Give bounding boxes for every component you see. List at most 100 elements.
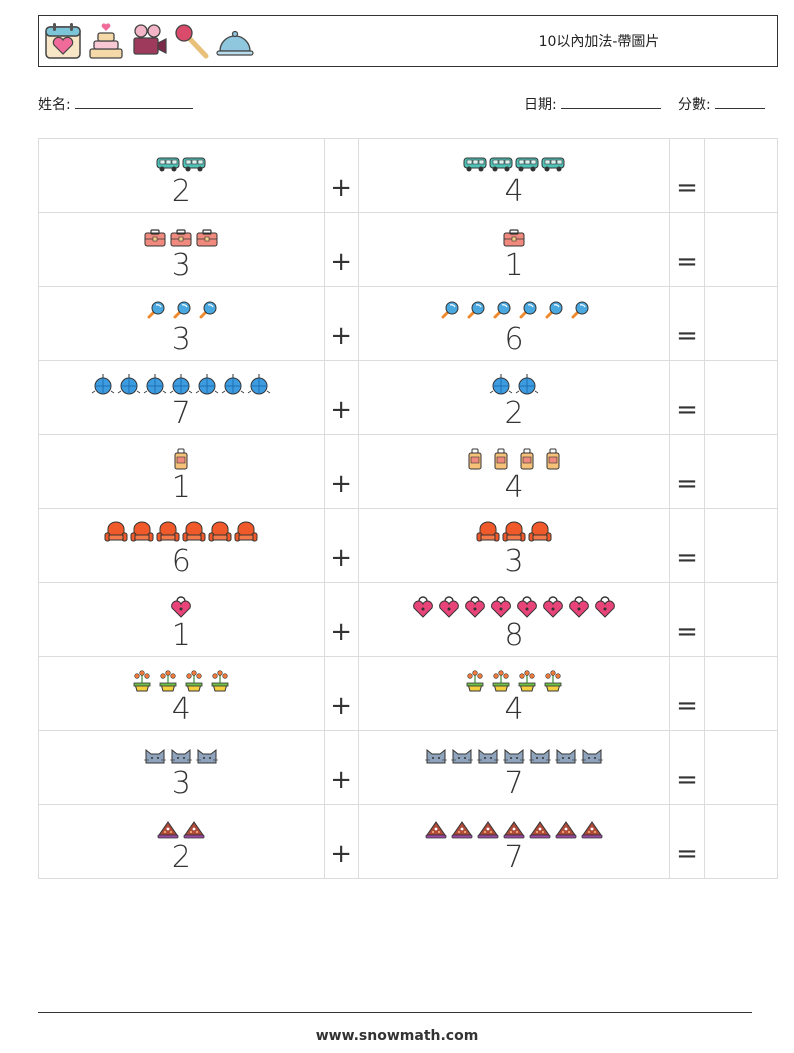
equals-cell: = bbox=[669, 138, 705, 213]
heart-lock-icon bbox=[171, 596, 192, 618]
van-icon bbox=[463, 157, 487, 172]
addend-b-cell: 8 bbox=[357, 582, 671, 657]
answer-cell[interactable] bbox=[703, 138, 779, 213]
addend-b-number: 8 bbox=[504, 618, 524, 653]
video-camera-icon bbox=[133, 24, 167, 55]
equals-cell: = bbox=[669, 212, 705, 287]
answer-cell[interactable] bbox=[703, 286, 779, 361]
plus-sign: + bbox=[330, 839, 353, 869]
disco-ball-icon bbox=[118, 374, 141, 395]
van-icon bbox=[541, 157, 565, 172]
equals-cell: = bbox=[669, 730, 705, 805]
suitcase-icon bbox=[174, 448, 188, 470]
cat-icon bbox=[170, 748, 193, 764]
addend-a-number: 3 bbox=[171, 248, 191, 283]
plus-sign: + bbox=[330, 543, 353, 573]
cat-icon bbox=[503, 748, 526, 764]
heart-lock-icon bbox=[517, 596, 537, 618]
answer-cell[interactable] bbox=[703, 804, 779, 879]
armchair-icon bbox=[182, 521, 206, 542]
addend-a-pictures bbox=[39, 299, 324, 325]
addend-a-pictures bbox=[39, 595, 324, 621]
equals-sign: = bbox=[676, 469, 698, 499]
flower-pot-icon bbox=[211, 670, 229, 692]
addend-a-number: 6 bbox=[171, 544, 191, 579]
cat-icon bbox=[144, 748, 167, 764]
briefcase-icon bbox=[170, 229, 192, 247]
date-blank[interactable] bbox=[560, 94, 661, 109]
equals-cell: = bbox=[669, 582, 705, 657]
cake-slice-icon bbox=[555, 821, 577, 839]
cake-slice-icon bbox=[157, 821, 179, 839]
addend-a-pictures bbox=[39, 225, 324, 251]
problem-row: 3 +6 = bbox=[38, 286, 779, 361]
disco-ball-icon bbox=[196, 374, 219, 395]
answer-cell[interactable] bbox=[703, 434, 779, 509]
magnifier-icon bbox=[493, 301, 511, 319]
cake-slice-icon bbox=[477, 821, 499, 839]
footer-divider bbox=[38, 1012, 752, 1013]
magnifier-icon bbox=[519, 301, 537, 319]
suitcase-icon bbox=[494, 448, 508, 470]
name-blank[interactable] bbox=[74, 94, 193, 109]
addend-a-cell: 4 bbox=[38, 656, 325, 731]
briefcase-icon bbox=[503, 229, 525, 247]
score-blank[interactable] bbox=[714, 94, 765, 109]
equals-cell: = bbox=[669, 656, 705, 731]
addend-b-cell: 4 bbox=[357, 656, 671, 731]
addend-b-pictures bbox=[359, 669, 670, 695]
disco-ball-icon bbox=[92, 374, 115, 395]
addend-b-pictures bbox=[359, 299, 670, 325]
cat-icon bbox=[451, 748, 474, 764]
addend-a-pictures bbox=[39, 669, 324, 695]
armchair-icon bbox=[104, 521, 128, 542]
equals-cell: = bbox=[669, 360, 705, 435]
answer-cell[interactable] bbox=[703, 582, 779, 657]
heart-lock-icon bbox=[491, 596, 511, 618]
disco-ball-icon bbox=[515, 374, 539, 395]
equals-sign: = bbox=[676, 321, 698, 351]
cat-icon bbox=[555, 748, 578, 764]
flower-pot-icon bbox=[544, 670, 562, 692]
flower-pot-icon bbox=[185, 670, 203, 692]
score-field: 分數: bbox=[678, 94, 765, 114]
heart-lock-icon bbox=[543, 596, 563, 618]
answer-cell[interactable] bbox=[703, 730, 779, 805]
van-icon bbox=[515, 157, 539, 172]
van-icon bbox=[489, 157, 513, 172]
plus-sign: + bbox=[330, 395, 353, 425]
answer-cell[interactable] bbox=[703, 656, 779, 731]
score-label: 分數: bbox=[678, 97, 711, 113]
flower-pot-icon bbox=[133, 670, 151, 692]
plus-sign: + bbox=[330, 691, 353, 721]
addend-a-pictures bbox=[39, 817, 324, 843]
disco-ball-icon bbox=[248, 374, 271, 395]
plus-cell: + bbox=[323, 360, 359, 435]
worksheet-title: 10以內加法-帶圖片 bbox=[538, 34, 660, 50]
addend-b-number: 7 bbox=[504, 840, 524, 875]
addend-a-number: 3 bbox=[171, 322, 191, 357]
disco-ball-icon bbox=[144, 374, 167, 395]
answer-cell[interactable] bbox=[703, 212, 779, 287]
armchair-icon bbox=[208, 521, 232, 542]
addend-b-number: 4 bbox=[504, 174, 524, 209]
plus-sign: + bbox=[330, 247, 353, 277]
problem-row: 7 +2 = bbox=[38, 360, 779, 435]
magnifier-icon bbox=[545, 301, 563, 319]
magnifier-icon bbox=[173, 301, 191, 319]
addend-b-cell: 6 bbox=[357, 286, 671, 361]
addend-b-cell: 2 bbox=[357, 360, 671, 435]
plus-sign: + bbox=[330, 173, 353, 203]
date-field: 日期: bbox=[524, 94, 661, 114]
answer-cell[interactable] bbox=[703, 508, 779, 583]
plus-cell: + bbox=[323, 804, 359, 879]
answer-cell[interactable] bbox=[703, 360, 779, 435]
cake-slice-icon bbox=[503, 821, 525, 839]
addend-b-number: 4 bbox=[504, 470, 524, 505]
problem-row: 6 +3 = bbox=[38, 508, 779, 583]
header-icons bbox=[43, 21, 255, 61]
microphone-icon bbox=[175, 24, 209, 59]
magnifier-icon bbox=[147, 301, 165, 319]
addend-b-cell: 4 bbox=[357, 138, 671, 213]
suitcase-icon bbox=[520, 448, 534, 470]
